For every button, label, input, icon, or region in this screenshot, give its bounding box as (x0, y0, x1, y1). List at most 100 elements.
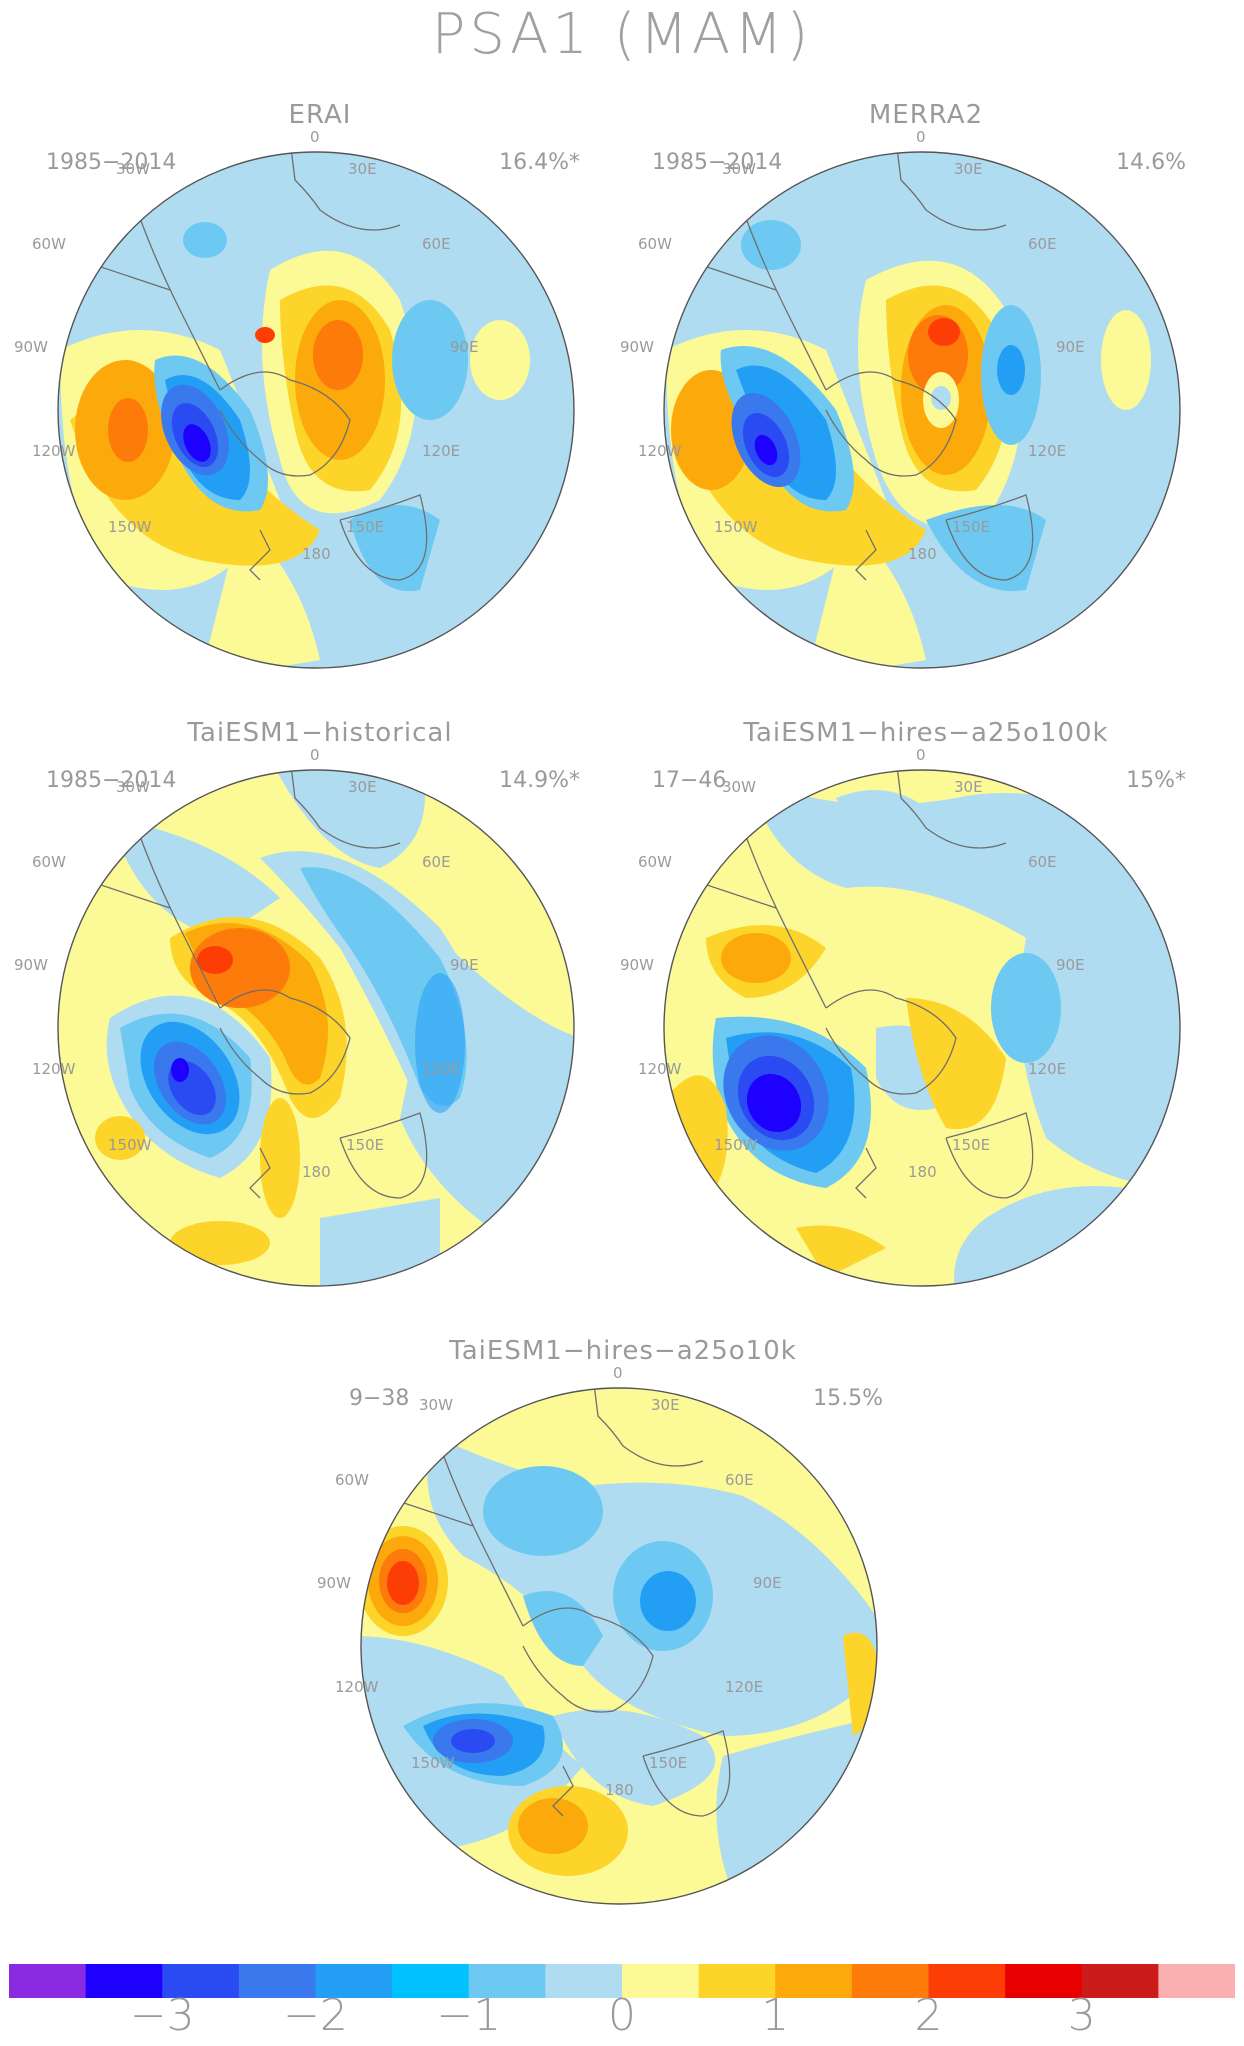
colorbar-swatch (9, 1964, 87, 1998)
lon-label: 180 (908, 1163, 937, 1181)
lon-label: 150W (411, 1754, 455, 1772)
lon-label: 60E (725, 1471, 754, 1489)
panel-variance-pct: 14.9%* (499, 768, 580, 793)
lon-label: 0 (916, 746, 926, 764)
colorbar-swatch (85, 1964, 163, 1998)
polar-map (57, 769, 575, 1287)
lon-label: 90W (317, 1574, 351, 1592)
lon-label: 30W (722, 778, 756, 796)
colorbar-swatch (468, 1964, 546, 1998)
panel-years: 1985−2014 (652, 150, 783, 175)
colorbar-swatch (851, 1964, 930, 1998)
colorbar-swatch (698, 1964, 776, 1998)
panel-years: 17−46 (652, 768, 727, 793)
lon-label: 0 (310, 746, 320, 764)
lon-label: 30E (348, 160, 377, 178)
lon-label: 60E (422, 235, 451, 253)
lon-label: 60W (32, 235, 66, 253)
lon-label: 120W (638, 442, 682, 460)
panel-years: 1985−2014 (46, 150, 177, 175)
lon-label: 120W (32, 1060, 76, 1078)
lon-label: 0 (916, 128, 926, 146)
lon-label: 150E (952, 1136, 991, 1154)
colorbar-tick-label: −3 (129, 1990, 195, 2041)
lon-label: 180 (908, 545, 937, 563)
lon-label: 150E (346, 1136, 385, 1154)
lon-label: 90W (14, 956, 48, 974)
lon-label: 90W (620, 338, 654, 356)
map-panel-merra2: MERRA2 1985−2014 14.6% 0 30E 60E 90E 120… (620, 100, 1226, 720)
colorbar (9, 1964, 1235, 1998)
lon-label: 90W (620, 956, 654, 974)
colorbar-swatch (1081, 1964, 1159, 1998)
lon-label: 90E (450, 338, 479, 356)
lon-label: 120E (422, 1060, 461, 1078)
lon-label: 60W (638, 235, 672, 253)
panel-title: TaiESM1−hires−a25o100k (743, 718, 1109, 748)
lon-label: 180 (605, 1781, 634, 1799)
colorbar-swatch (622, 1964, 700, 1998)
lon-label: 30E (954, 778, 983, 796)
panel-variance-pct: 16.4%* (499, 150, 580, 175)
polar-map (360, 1387, 878, 1905)
polar-map (663, 151, 1181, 669)
panel-variance-pct: 15.5% (813, 1386, 883, 1411)
map-panel-taiesm1-hires-a25o10k: TaiESM1−hires−a25o10k 9−38 15.5% 0 30E 6… (317, 1336, 923, 1956)
figure-title: PSA1 (MAM) (431, 2, 813, 67)
lon-label: 150E (346, 518, 385, 536)
panel-variance-pct: 14.6% (1116, 150, 1186, 175)
lon-label: 120W (32, 442, 76, 460)
lon-label: 120E (725, 1678, 764, 1696)
colorbar-tick-label: 2 (914, 1990, 943, 2041)
colorbar-swatch (545, 1964, 623, 1998)
lon-label: 150E (649, 1754, 688, 1772)
colorbar-swatch (238, 1964, 317, 1998)
lon-label: 90E (450, 956, 479, 974)
lon-label: 30W (116, 778, 150, 796)
panel-years: 9−38 (349, 1386, 410, 1411)
colorbar-swatch (315, 1964, 393, 1998)
lon-label: 90E (1056, 956, 1085, 974)
map-panel-taiesm1-historical: TaiESM1−historical 1985−2014 14.9%* 0 30… (14, 718, 620, 1338)
polar-map (57, 151, 575, 669)
colorbar-swatch (392, 1964, 470, 1998)
lon-label: 180 (302, 545, 331, 563)
lon-label: 90W (14, 338, 48, 356)
colorbar-swatch (1158, 1964, 1235, 1998)
colorbar-swatch (775, 1964, 853, 1998)
lon-label: 30E (348, 778, 377, 796)
lon-label: 30E (954, 160, 983, 178)
lon-label: 0 (613, 1364, 623, 1382)
lon-label: 120E (1028, 442, 1067, 460)
lon-label: 30E (651, 1396, 680, 1414)
lon-label: 30W (722, 160, 756, 178)
lon-label: 150W (108, 1136, 152, 1154)
colorbar-swatch (162, 1964, 240, 1998)
colorbar-swatch (928, 1964, 1006, 1998)
colorbar-tick-label: 0 (608, 1990, 636, 2041)
panel-variance-pct: 15%* (1126, 768, 1186, 793)
lon-label: 0 (310, 128, 320, 146)
lon-label: 150E (952, 518, 991, 536)
lon-label: 90E (753, 1574, 782, 1592)
lon-label: 30W (116, 160, 150, 178)
lon-label: 60E (1028, 235, 1057, 253)
colorbar-tick-label: 1 (761, 1990, 790, 2041)
lon-label: 120W (335, 1678, 379, 1696)
lon-label: 180 (302, 1163, 331, 1181)
lon-label: 150W (108, 518, 152, 536)
panel-title: TaiESM1−historical (187, 718, 453, 748)
panel-years: 1985−2014 (46, 768, 177, 793)
panel-title: MERRA2 (868, 100, 984, 130)
lon-label: 30W (419, 1396, 453, 1414)
lon-label: 60W (335, 1471, 369, 1489)
lon-label: 60W (32, 853, 66, 871)
polar-map (663, 769, 1181, 1287)
colorbar-tick-label: 3 (1067, 1990, 1096, 2041)
map-panel-taiesm1-hires-a25o100k: TaiESM1−hires−a25o100k 17−46 15%* 0 30E … (620, 718, 1226, 1338)
lon-label: 150W (714, 518, 758, 536)
panel-title: TaiESM1−hires−a25o10k (449, 1336, 797, 1366)
colorbar-tick-label: −1 (436, 1990, 502, 2041)
lon-label: 120W (638, 1060, 682, 1078)
lon-label: 90E (1056, 338, 1085, 356)
